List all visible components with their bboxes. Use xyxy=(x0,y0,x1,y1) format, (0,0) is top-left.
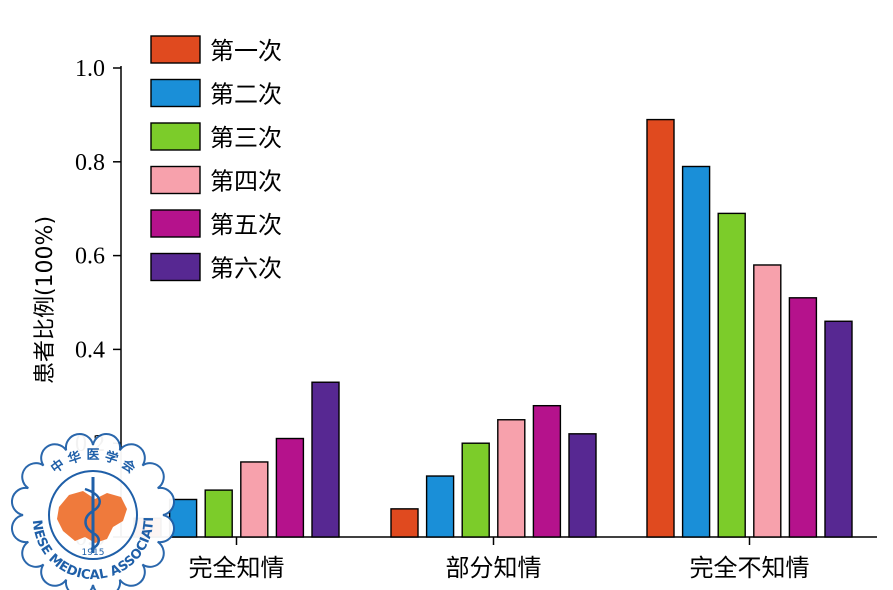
bar xyxy=(753,264,782,538)
x-axis-labels: 完全知情 部分知情 完全不知情 xyxy=(189,554,810,582)
x-tick-label: 完全知情 xyxy=(189,554,285,582)
legend-label: 第六次 xyxy=(210,255,282,283)
legend-swatch xyxy=(150,122,201,151)
bar xyxy=(390,508,419,538)
legend-swatch xyxy=(150,35,201,64)
y-axis-title: 患者比例(100%) xyxy=(33,216,58,384)
serpent-icon xyxy=(84,487,101,551)
bar xyxy=(240,461,269,538)
watermark-seal: 中 华 医 学 会CHINESE MEDICAL ASSOCIATION1915 xyxy=(10,432,176,590)
bar xyxy=(425,475,455,538)
y-tick-label: 0.4 xyxy=(75,337,105,363)
seal-inner-ring xyxy=(48,470,138,560)
x-tick-label: 完全不知情 xyxy=(690,554,810,582)
bar xyxy=(568,433,597,538)
y-tick-label: 0.8 xyxy=(75,150,105,176)
bar xyxy=(497,419,526,538)
bar xyxy=(275,437,305,538)
x-tick-label: 部分知情 xyxy=(446,554,542,582)
bar xyxy=(824,320,853,538)
bar xyxy=(311,381,340,538)
legend-swatch xyxy=(150,209,201,238)
legend-swatch xyxy=(150,252,201,282)
seal-year: 1915 xyxy=(82,548,105,558)
legend-label: 第五次 xyxy=(210,211,282,239)
legend-swatch xyxy=(150,78,201,108)
bar xyxy=(717,212,746,538)
legend-swatch xyxy=(150,165,201,195)
bar xyxy=(681,165,711,538)
legend-label: 第二次 xyxy=(210,81,282,109)
legend-label: 第四次 xyxy=(210,168,282,196)
bar xyxy=(532,404,562,538)
bar xyxy=(646,118,675,538)
bar xyxy=(204,489,233,538)
y-tick-label: 0.6 xyxy=(75,244,105,270)
bar xyxy=(461,442,490,538)
bar xyxy=(788,297,818,538)
legend-label: 第三次 xyxy=(210,124,282,152)
y-tick-label: 1.0 xyxy=(75,56,105,82)
legend-label: 第一次 xyxy=(210,37,282,65)
